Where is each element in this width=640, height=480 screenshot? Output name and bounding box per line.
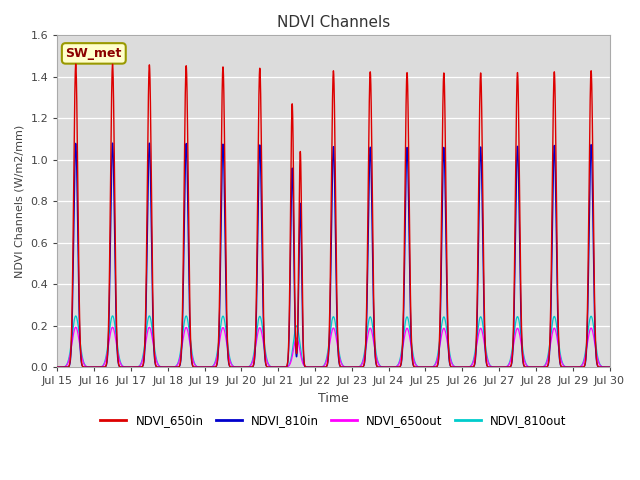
- Y-axis label: NDVI Channels (W/m2/mm): NDVI Channels (W/m2/mm): [15, 125, 25, 278]
- Title: NDVI Channels: NDVI Channels: [276, 15, 390, 30]
- X-axis label: Time: Time: [318, 392, 349, 405]
- Legend: NDVI_650in, NDVI_810in, NDVI_650out, NDVI_810out: NDVI_650in, NDVI_810in, NDVI_650out, NDV…: [95, 409, 571, 432]
- Text: SW_met: SW_met: [66, 47, 122, 60]
